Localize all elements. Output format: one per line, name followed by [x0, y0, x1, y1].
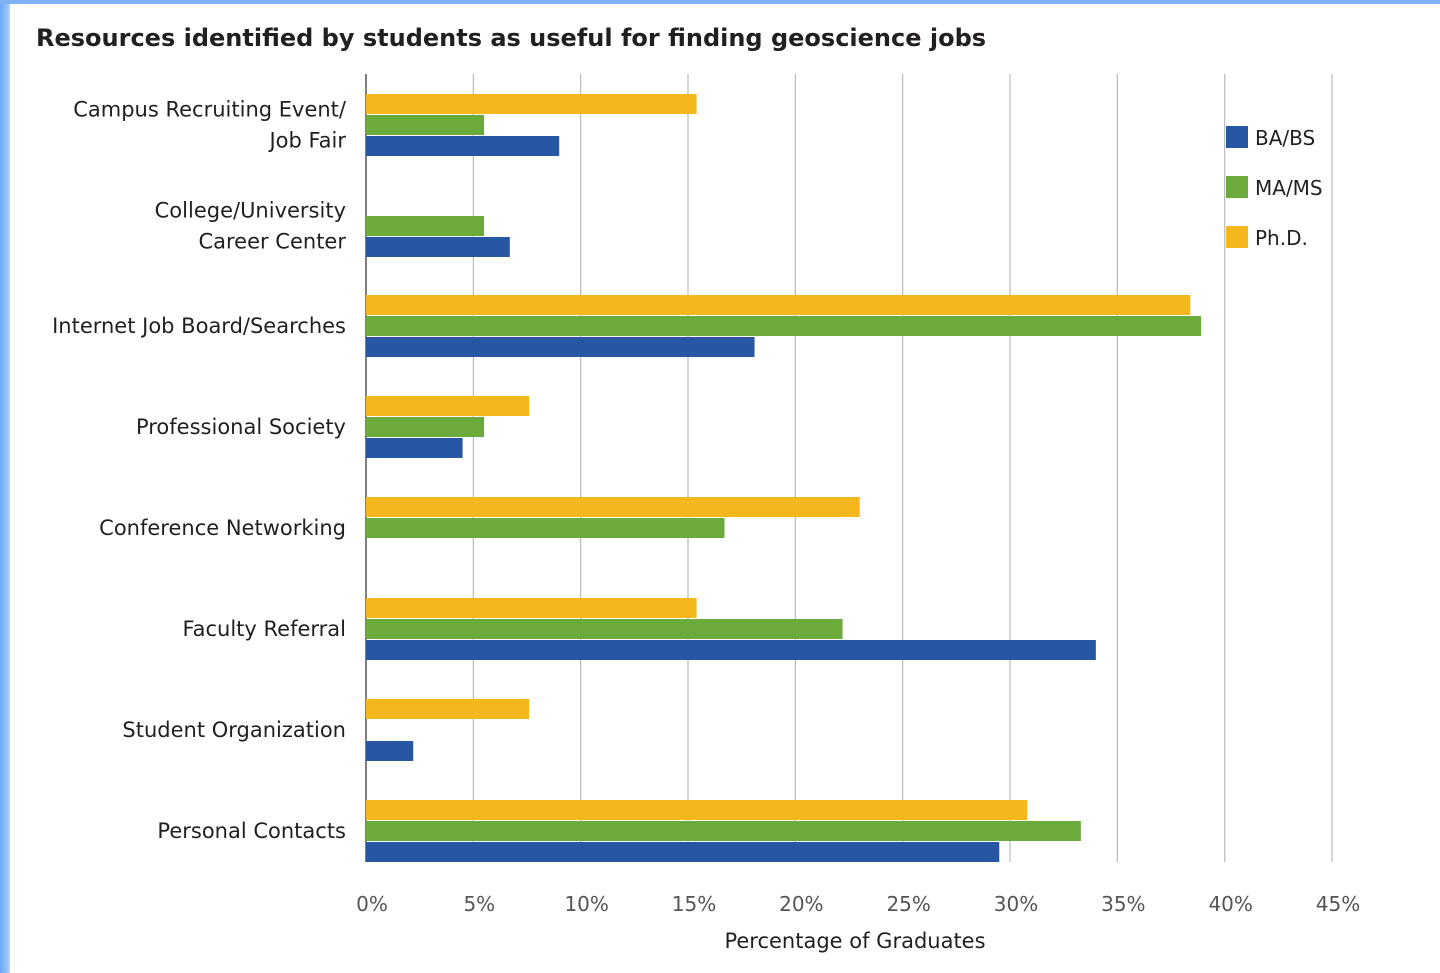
- category-label: Conference Networking: [99, 516, 346, 540]
- bars: [366, 94, 1202, 862]
- x-tick-label: 40%: [1208, 892, 1252, 916]
- x-tick-label: 0%: [356, 892, 388, 916]
- bar-babs-0: [366, 136, 560, 156]
- x-tick-label: 20%: [779, 892, 823, 916]
- legend-swatch: [1226, 176, 1248, 198]
- bar-mams-1: [366, 216, 485, 236]
- x-tick-label: 25%: [886, 892, 930, 916]
- category-label: Student Organization: [122, 718, 346, 742]
- category-label: Campus Recruiting Event/: [73, 98, 347, 122]
- category-label: Professional Society: [136, 415, 346, 439]
- category-label: Career Center: [198, 230, 346, 254]
- legend: BA/BS MA/MS Ph.D.: [1226, 126, 1323, 250]
- x-tick-label: 5%: [463, 892, 495, 916]
- legend-swatch: [1226, 226, 1248, 248]
- bar-phd-6: [366, 699, 530, 719]
- bar-phd-4: [366, 497, 860, 517]
- bar-babs-1: [366, 237, 510, 257]
- legend-label: Ph.D.: [1255, 226, 1308, 250]
- grid-lines: [365, 74, 1333, 862]
- x-tick-label: 45%: [1316, 892, 1360, 916]
- x-tick-labels: 0% 5% 10% 15% 20% 25% 30% 35% 40% 45%: [356, 892, 1360, 916]
- bar-babs-6: [366, 741, 414, 761]
- legend-label: MA/MS: [1255, 176, 1323, 200]
- bar-mams-3: [366, 417, 485, 437]
- bar-mams-4: [366, 518, 725, 538]
- bar-phd-7: [366, 800, 1028, 820]
- chart-title: Resources identified by students as usef…: [36, 24, 987, 52]
- bar-babs-3: [366, 438, 463, 458]
- category-labels: Campus Recruiting Event/Job Fair College/…: [52, 98, 347, 844]
- bar-mams-2: [366, 316, 1202, 336]
- x-axis-label: Percentage of Graduates: [724, 929, 985, 953]
- bar-mams-7: [366, 821, 1081, 841]
- top-border: [0, 0, 1440, 4]
- category-label: Personal Contacts: [157, 819, 346, 843]
- category-label: College/University: [155, 199, 346, 223]
- category-label: Faculty Referral: [182, 617, 346, 641]
- bar-phd-5: [366, 598, 697, 618]
- bar-babs-5: [366, 640, 1096, 660]
- bar-phd-0: [366, 94, 697, 114]
- category-label: Internet Job Board/Searches: [52, 314, 346, 338]
- legend-label: BA/BS: [1255, 126, 1315, 150]
- bar-mams-5: [366, 619, 843, 639]
- x-tick-label: 30%: [994, 892, 1038, 916]
- x-tick-label: 10%: [564, 892, 608, 916]
- bar-phd-3: [366, 396, 530, 416]
- bar-phd-2: [366, 295, 1191, 315]
- category-label: Job Fair: [267, 129, 346, 153]
- x-tick-label: 35%: [1101, 892, 1145, 916]
- bar-mams-0: [366, 115, 485, 135]
- bar-babs-7: [366, 842, 1000, 862]
- x-tick-label: 15%: [672, 892, 716, 916]
- bar-babs-2: [366, 337, 755, 357]
- legend-swatch: [1226, 126, 1248, 148]
